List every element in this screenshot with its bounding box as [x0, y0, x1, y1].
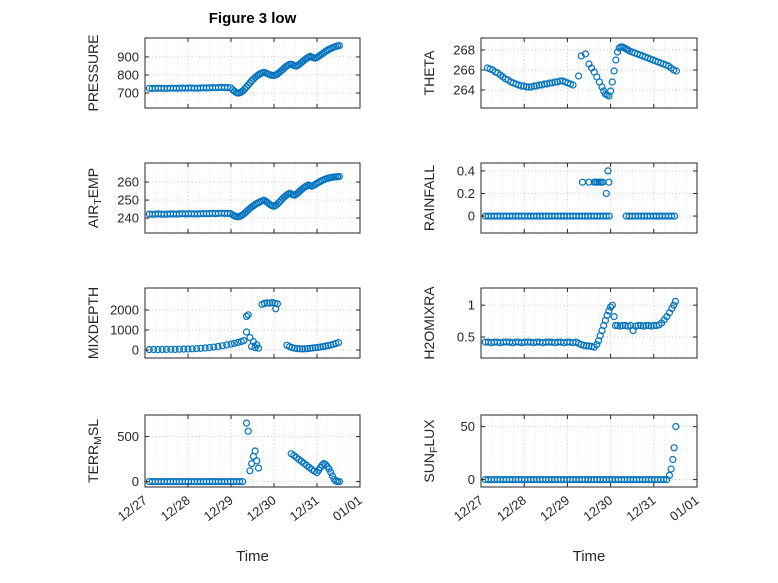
- subplot-air-temp: 240 250 260 AIRTEMP: [85, 162, 361, 234]
- svg-text:900: 900: [117, 49, 139, 64]
- x-axis-label: Time: [573, 548, 606, 565]
- svg-text:0.4: 0.4: [457, 163, 475, 178]
- y-tick-labels: 0 50: [461, 419, 475, 487]
- svg-text:1000: 1000: [110, 323, 139, 338]
- axes-box: [144, 414, 361, 488]
- tick-marks: [144, 415, 361, 487]
- svg-text:0: 0: [132, 474, 139, 489]
- svg-text:12/27: 12/27: [451, 492, 486, 524]
- axes-box: [144, 287, 361, 359]
- svg-text:12/29: 12/29: [537, 492, 572, 524]
- plot-background: [481, 163, 697, 233]
- svg-text:700: 700: [117, 86, 139, 101]
- y-axis-label: TERRMSL: [85, 419, 104, 483]
- svg-text:266: 266: [453, 63, 475, 78]
- axes-box: [480, 162, 698, 234]
- svg-text:50: 50: [461, 419, 475, 434]
- y-tick-labels: 240 250 260: [117, 175, 139, 226]
- svg-text:0: 0: [468, 472, 475, 487]
- svg-text:0.2: 0.2: [457, 186, 475, 201]
- x-axis-label: Time: [236, 548, 269, 565]
- data-points: [481, 167, 679, 220]
- svg-text:260: 260: [117, 175, 139, 190]
- svg-text:500: 500: [117, 429, 139, 444]
- svg-text:12/28: 12/28: [494, 492, 529, 524]
- data-points: [483, 43, 680, 100]
- y-axis-label: AIRTEMP: [85, 168, 104, 228]
- axes-box: [480, 287, 698, 359]
- svg-text:250: 250: [117, 193, 139, 208]
- y-axis-label: SUNFLUX: [421, 419, 440, 483]
- svg-text:0: 0: [468, 209, 475, 224]
- tick-marks: [480, 38, 698, 108]
- y-tick-labels: 0 500: [117, 429, 139, 489]
- plot-background: [145, 163, 360, 233]
- y-axis-label: THETA: [421, 50, 437, 96]
- data-points: [145, 419, 343, 486]
- tick-marks: [144, 163, 361, 233]
- svg-text:12/30: 12/30: [244, 492, 279, 524]
- tick-marks: [480, 415, 698, 487]
- svg-text:01/01: 01/01: [667, 492, 702, 524]
- axes-box: [480, 37, 698, 109]
- figure-title: Figure 3 low: [208, 10, 297, 27]
- data-points: [145, 41, 343, 97]
- axes-box: [480, 414, 698, 488]
- data-points: [145, 172, 343, 221]
- svg-text:1: 1: [468, 298, 475, 313]
- grid-lines: [144, 415, 361, 487]
- y-axis-label: PRESSURE: [85, 34, 101, 111]
- tick-marks: [144, 38, 361, 108]
- svg-text:264: 264: [453, 83, 475, 98]
- axes-box: [144, 162, 361, 234]
- svg-text:01/01: 01/01: [330, 492, 365, 524]
- y-tick-labels: 264 266 268: [453, 43, 475, 98]
- svg-text:800: 800: [117, 67, 139, 82]
- svg-text:12/31: 12/31: [287, 492, 322, 524]
- subplot-rainfall: 0 0.2 0.4 RAINFALL: [421, 162, 698, 234]
- svg-text:12/27: 12/27: [115, 492, 150, 524]
- data-points: [145, 299, 343, 354]
- y-tick-labels: 0 1000 2000: [110, 303, 139, 358]
- subplot-mixdepth: 0 1000 2000 MIXDEPTH: [85, 287, 361, 359]
- svg-text:12/30: 12/30: [580, 492, 615, 524]
- x-tick-labels: 12/27 12/28 12/29 12/30 12/31 01/01: [451, 492, 702, 524]
- subplot-pressure: 700 800 900 PRESSURE: [85, 34, 361, 112]
- svg-text:12/28: 12/28: [158, 492, 193, 524]
- grid-lines: [480, 38, 698, 108]
- plot-background: [481, 38, 697, 108]
- axes-box: [144, 37, 361, 109]
- tick-marks: [480, 288, 698, 358]
- subplot-sun-flux: 0 50 SUNFLUX 12/27 12/28 12/29 12/30 12/31 01/01…: [421, 414, 702, 565]
- svg-text:2000: 2000: [110, 303, 139, 318]
- svg-text:0.5: 0.5: [457, 330, 475, 345]
- tick-marks: [144, 288, 361, 358]
- y-tick-labels: 700 800 900: [117, 49, 139, 100]
- subplot-terr-msl: 0 500 TERRMSL 12/27 12/28 12/29 12/30 12/31 01/0…: [85, 414, 365, 565]
- svg-text:0: 0: [132, 343, 139, 358]
- y-tick-labels: 0 0.2 0.4: [457, 163, 475, 223]
- x-tick-labels: 12/27 12/28 12/29 12/30 12/31 01/01: [115, 492, 365, 524]
- tick-marks: [480, 163, 698, 233]
- svg-text:12/31: 12/31: [624, 492, 659, 524]
- y-axis-label: RAINFALL: [421, 165, 437, 231]
- y-axis-label: H2OMIXRA: [421, 286, 437, 360]
- y-axis-label: MIXDEPTH: [85, 287, 101, 359]
- svg-text:240: 240: [117, 211, 139, 226]
- data-points: [481, 297, 680, 351]
- svg-text:12/29: 12/29: [201, 492, 236, 524]
- y-tick-labels: 0.51: [457, 298, 475, 345]
- svg-text:268: 268: [453, 43, 475, 58]
- subplot-theta: 264 266 268 THETA: [421, 37, 698, 109]
